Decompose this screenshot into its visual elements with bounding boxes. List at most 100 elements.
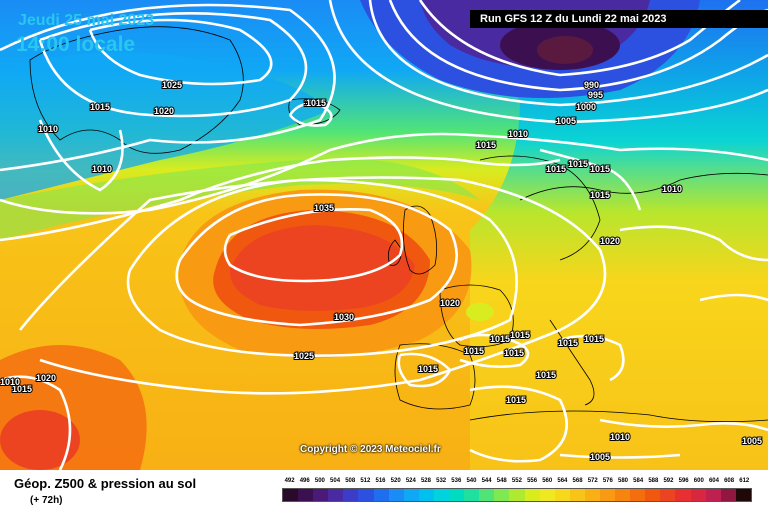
legend-value: 604 bbox=[708, 478, 719, 484]
isobar-1015-italy bbox=[559, 334, 625, 382]
legend-value: 596 bbox=[678, 478, 689, 484]
norway-coast bbox=[479, 155, 601, 261]
legend-swatch bbox=[509, 489, 525, 501]
legend-value: 580 bbox=[618, 478, 629, 484]
isobar-1015-iberia bbox=[397, 352, 452, 388]
legend-value: 492 bbox=[284, 478, 295, 484]
legend-value: 524 bbox=[405, 478, 416, 484]
legend-value: 508 bbox=[345, 478, 356, 484]
scandinavia-coast bbox=[519, 172, 768, 201]
isobar-labels: 1025 1015 1020 1015 1010 1010 1015 1035 … bbox=[0, 79, 763, 463]
isobar-label: 1015 bbox=[568, 159, 588, 169]
isobar-label: 1010 bbox=[610, 432, 630, 442]
isobar-label: 1015 bbox=[558, 338, 578, 348]
color-legend: 492 496 500 504 508 512 516 520 524 528 532 536 540 5… bbox=[282, 478, 752, 508]
iberia-coast bbox=[394, 343, 476, 410]
run-label: Run GFS 12 Z du Lundi 22 mai 2023 bbox=[470, 10, 768, 28]
legend-labels: 492 496 500 504 508 512 516 520 524 528 532 536 540 5… bbox=[282, 478, 752, 484]
isobar-label: 1015 bbox=[536, 370, 556, 380]
isobar-label: 1015 bbox=[306, 98, 326, 108]
isobar-label: 1015 bbox=[590, 164, 610, 174]
legend-swatch bbox=[599, 489, 616, 501]
legend-swatch bbox=[539, 489, 555, 501]
warm-sw-core bbox=[0, 410, 80, 470]
isobar-1000 bbox=[368, 0, 768, 107]
isobar-1020-east bbox=[619, 225, 768, 262]
isobar-label: 1015 bbox=[418, 364, 438, 374]
britain-coast bbox=[402, 205, 438, 275]
map-canvas: 1025 1015 1020 1015 1010 1010 1015 1035 … bbox=[0, 0, 768, 470]
legend-value: 560 bbox=[542, 478, 553, 484]
legend-value: 592 bbox=[663, 478, 674, 484]
isobar-label: 1020 bbox=[440, 298, 460, 308]
ridge-core bbox=[229, 225, 415, 311]
forecast-date: Jeudi 25 mai 2023 bbox=[18, 12, 155, 29]
legend-swatch bbox=[645, 489, 661, 501]
legend-swatch bbox=[464, 489, 480, 501]
isobar-label: 1015 bbox=[510, 330, 530, 340]
isobar-label: 1010 bbox=[0, 377, 20, 387]
legend-value: 572 bbox=[587, 478, 598, 484]
isobar-label: 1035 bbox=[314, 203, 334, 213]
isobar-1035 bbox=[223, 207, 404, 283]
isobar-label: 1015 bbox=[504, 348, 524, 358]
isobar-1015-iceland bbox=[288, 102, 333, 127]
legend-value: 552 bbox=[511, 478, 522, 484]
isobar-label: 1030 bbox=[334, 312, 354, 322]
isobar-label: 1015 bbox=[476, 140, 496, 150]
legend-swatch bbox=[343, 489, 359, 501]
legend-value: 504 bbox=[330, 478, 341, 484]
isobar-1015-east bbox=[699, 293, 768, 302]
isobar-1005-south bbox=[559, 453, 681, 459]
legend-swatch bbox=[554, 489, 570, 501]
isobar-label: 1015 bbox=[304, 98, 324, 108]
legend-value: 496 bbox=[299, 478, 310, 484]
isobar-1015-med bbox=[469, 385, 568, 463]
isobar-1020 bbox=[18, 176, 607, 395]
legend-swatch bbox=[373, 489, 389, 501]
legend-swatch bbox=[388, 489, 404, 501]
north-africa-coast bbox=[469, 410, 768, 423]
isobar-label: 1010 bbox=[92, 164, 112, 174]
legend-swatches bbox=[282, 488, 752, 502]
legend-swatch bbox=[358, 489, 374, 501]
legend-value: 516 bbox=[375, 478, 386, 484]
isobar-label: 1015 bbox=[584, 334, 604, 344]
legend-value: 568 bbox=[572, 478, 583, 484]
ireland-coast bbox=[387, 239, 403, 266]
legend-swatch bbox=[660, 489, 676, 501]
legend-swatch bbox=[328, 489, 344, 501]
isobar-1010 bbox=[0, 132, 768, 215]
legend-swatch bbox=[675, 489, 691, 501]
legend-value: 532 bbox=[436, 478, 447, 484]
weather-map: 1025 1015 1020 1015 1010 1010 1015 1035 … bbox=[0, 0, 768, 470]
isobar-label: 1000 bbox=[576, 102, 596, 112]
legend-value: 608 bbox=[724, 478, 735, 484]
isobar-label: 995 bbox=[588, 90, 603, 100]
isobar-1030 bbox=[175, 193, 458, 327]
isobar-label: 1015 bbox=[12, 384, 32, 394]
forecast-lead: (+ 72h) bbox=[30, 495, 63, 506]
chart-title: Géop. Z500 & pression au sol bbox=[14, 476, 197, 491]
isobar-1010-small bbox=[38, 119, 124, 192]
legend-value: 600 bbox=[693, 478, 704, 484]
isobar-label: 1005 bbox=[556, 116, 576, 126]
italy-coast bbox=[549, 319, 595, 406]
isobar-label: 1025 bbox=[162, 80, 182, 90]
legend-value: 528 bbox=[420, 478, 431, 484]
isobar-label: 1020 bbox=[36, 373, 56, 383]
legend-value: 540 bbox=[466, 478, 477, 484]
forecast-time: 14:00 locale bbox=[16, 33, 136, 56]
legend-value: 556 bbox=[527, 478, 538, 484]
legend-swatch bbox=[298, 489, 314, 501]
legend-value: 576 bbox=[602, 478, 613, 484]
legend-swatch bbox=[584, 489, 600, 501]
isobar-label: 1010 bbox=[38, 124, 58, 134]
isobar-995 bbox=[388, 0, 768, 92]
legend-swatch bbox=[615, 489, 631, 501]
isobar-label: 1015 bbox=[506, 395, 526, 405]
isobar-label: 1015 bbox=[464, 346, 484, 356]
legend-swatch bbox=[313, 489, 329, 501]
cool-patch bbox=[466, 303, 494, 321]
legend-swatch bbox=[403, 489, 419, 501]
